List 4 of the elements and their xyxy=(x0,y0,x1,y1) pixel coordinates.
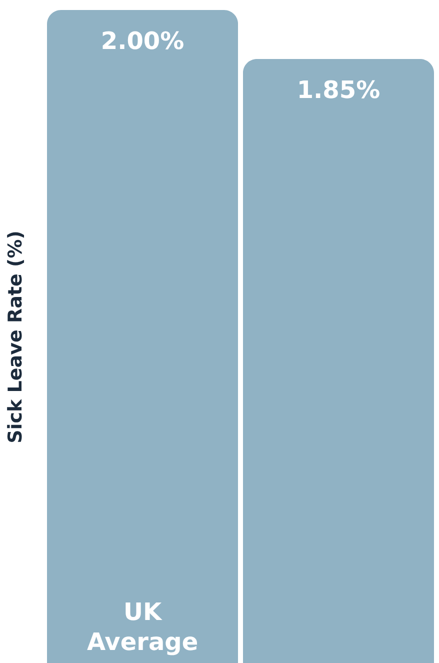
x-tick-label: UK Average xyxy=(86,598,198,656)
y-axis-title: Sick Leave Rate (%) xyxy=(4,230,26,444)
data-label: 2.00% xyxy=(100,27,184,55)
data-label: 1.85% xyxy=(296,76,380,104)
